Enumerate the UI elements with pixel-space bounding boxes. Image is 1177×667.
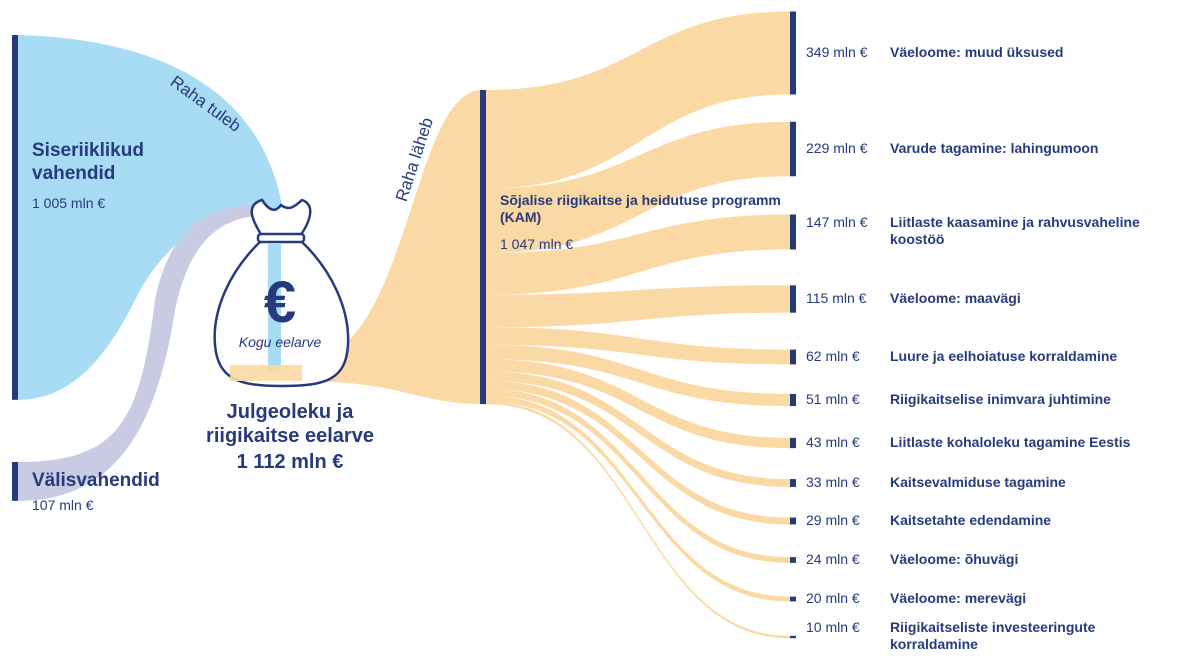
source-flow bbox=[18, 205, 262, 501]
target-node bbox=[790, 393, 796, 407]
target-value: 33 mln € bbox=[806, 474, 860, 490]
target-flow bbox=[486, 344, 790, 407]
source-value: 1 005 mln € bbox=[32, 195, 106, 211]
bag-top bbox=[250, 198, 312, 238]
target-flow bbox=[486, 285, 790, 328]
total-name: Julgeoleku ja riigikaitse eelarve bbox=[206, 401, 374, 447]
bag-label: Kogu eelarve bbox=[238, 334, 322, 350]
target-name: Väeloome: maavägi bbox=[890, 290, 1021, 306]
target-name: Kaitsetahte edendamine bbox=[890, 512, 1052, 528]
target-flow bbox=[486, 380, 790, 525]
target-name: Riigikaitselise inimvara juhtimine bbox=[890, 391, 1111, 407]
target-value: 29 mln € bbox=[806, 512, 860, 528]
source-value: 107 mln € bbox=[32, 497, 94, 513]
target-node bbox=[790, 437, 796, 449]
target-flow bbox=[486, 371, 790, 487]
target-node bbox=[790, 349, 796, 365]
target-node bbox=[790, 517, 796, 525]
target-value: 51 mln € bbox=[806, 391, 860, 407]
target-flow bbox=[486, 327, 790, 365]
source-name: Siseriiklikud vahendid bbox=[32, 140, 144, 184]
target-name: Väeloome: merevägi bbox=[890, 590, 1027, 606]
source-name: Välisvahendid bbox=[32, 470, 160, 491]
target-value: 229 mln € bbox=[806, 140, 868, 156]
target-name: Varude tagamine: lahingumoon bbox=[890, 140, 1099, 156]
target-node bbox=[790, 479, 796, 487]
target-name: Väeloome: muud üksused bbox=[890, 44, 1064, 60]
target-value: 20 mln € bbox=[806, 590, 860, 606]
target-flow bbox=[486, 214, 790, 295]
target-name: Väeloome: õhuvägi bbox=[890, 551, 1019, 567]
target-name: Luure ja eelhoiatuse korraldamine bbox=[890, 348, 1118, 364]
program-value: 1 047 mln € bbox=[500, 236, 574, 252]
target-flow bbox=[486, 359, 790, 449]
target-flow bbox=[486, 388, 790, 563]
target-flow bbox=[486, 395, 790, 602]
target-node bbox=[790, 557, 796, 563]
target-flow bbox=[486, 11, 790, 189]
target-flow bbox=[486, 121, 790, 254]
bag-stream bbox=[268, 244, 281, 372]
total-value: 1 112 mln € bbox=[236, 451, 344, 473]
program-name: Sõjalise riigikaitse ja heidutuse progra… bbox=[500, 192, 781, 225]
target-value: 115 mln € bbox=[806, 290, 867, 306]
target-value: 43 mln € bbox=[806, 434, 860, 450]
bag bbox=[213, 238, 350, 388]
total-flow bbox=[300, 90, 482, 405]
target-value: 147 mln € bbox=[806, 214, 868, 230]
target-node bbox=[790, 596, 796, 602]
target-value: 62 mln € bbox=[806, 348, 860, 364]
target-node bbox=[790, 635, 796, 639]
source-flow bbox=[18, 35, 281, 400]
bag-symbol: € bbox=[263, 270, 297, 335]
target-value: 24 mln € bbox=[806, 551, 860, 567]
target-node bbox=[790, 285, 796, 313]
target-name: Liitlaste kohaloleku tagamine Eestis bbox=[890, 434, 1131, 450]
target-node bbox=[790, 121, 796, 177]
target-name: Riigikaitseliste investeeringute korrald… bbox=[890, 619, 1096, 652]
source-node bbox=[12, 35, 18, 400]
target-value: 10 mln € bbox=[806, 619, 860, 635]
target-value: 349 mln € bbox=[806, 44, 868, 60]
target-name: Kaitsevalmiduse tagamine bbox=[890, 474, 1066, 490]
bag-tie bbox=[256, 232, 306, 244]
bag-stream bbox=[230, 365, 302, 381]
target-node bbox=[790, 11, 796, 95]
source-node bbox=[12, 462, 18, 501]
program-node bbox=[480, 90, 486, 405]
target-name: Liitlaste kaasamine ja rahvusvaheline ko… bbox=[890, 214, 1140, 247]
target-node bbox=[790, 214, 796, 250]
